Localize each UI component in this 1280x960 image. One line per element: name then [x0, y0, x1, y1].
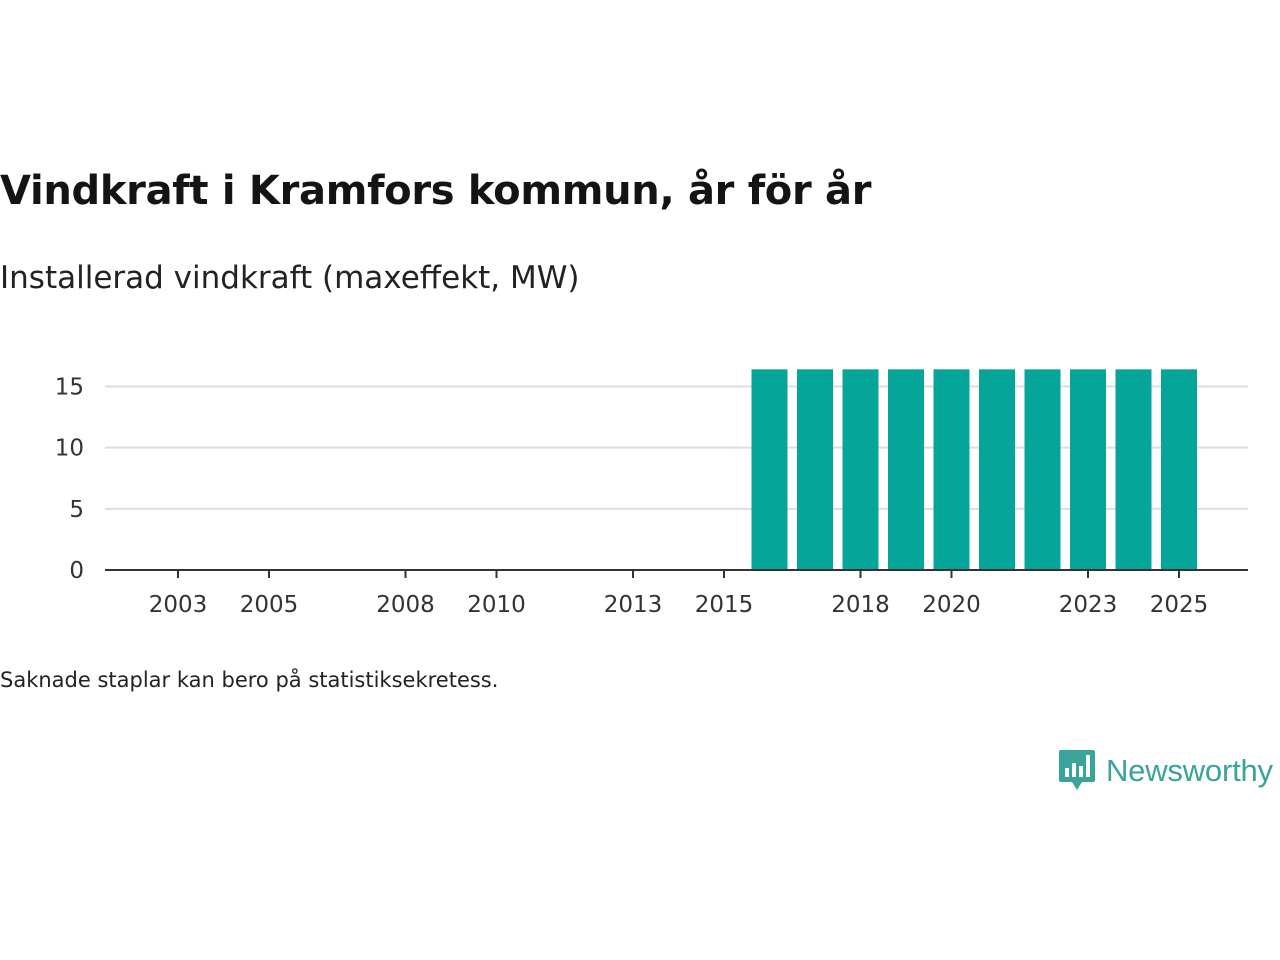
bar-2016: [751, 369, 788, 570]
x-tick-label: 2013: [604, 592, 663, 618]
footnote: Saknade staplar kan bero på statistiksek…: [0, 668, 499, 692]
x-tick-label: 2010: [467, 592, 526, 618]
x-tick-label: 2020: [922, 592, 981, 618]
bar-chart: 0 5 10 15 2003 2005 2008 2010 2013 2015 2018 2020 20…: [55, 369, 1248, 618]
x-tick-label: 2025: [1150, 592, 1209, 618]
y-tick-label: 15: [55, 374, 84, 400]
bar-2020: [933, 369, 970, 570]
newsworthy-logo-text: Newsworthy: [1106, 753, 1273, 788]
x-tick-label: 2018: [831, 592, 890, 618]
x-tick-label: 2023: [1059, 592, 1118, 618]
bar-2019: [888, 369, 924, 570]
bar-2021: [979, 369, 1015, 570]
x-tick-label: 2008: [376, 592, 435, 618]
bar-2018: [842, 369, 879, 570]
x-tick-label: 2015: [695, 592, 754, 618]
y-tick-label: 0: [69, 558, 84, 584]
bar-2024: [1115, 369, 1152, 570]
chart-subtitle: Installerad vindkraft (maxeffekt, MW): [0, 260, 580, 296]
newsworthy-logo[interactable]: Newsworthy: [1058, 748, 1273, 794]
x-tick-label: 2005: [240, 592, 299, 618]
newsworthy-logo-icon: [1059, 750, 1095, 790]
bar-2017: [797, 369, 833, 570]
y-tick-label: 5: [69, 497, 84, 523]
x-tick-label: 2003: [149, 592, 208, 618]
chart-title: Vindkraft i Kramfors kommun, år för år: [0, 168, 872, 214]
bar-2023: [1070, 369, 1106, 570]
bar-2022: [1024, 369, 1061, 570]
bar-2025: [1161, 369, 1197, 570]
y-tick-label: 10: [55, 436, 84, 462]
